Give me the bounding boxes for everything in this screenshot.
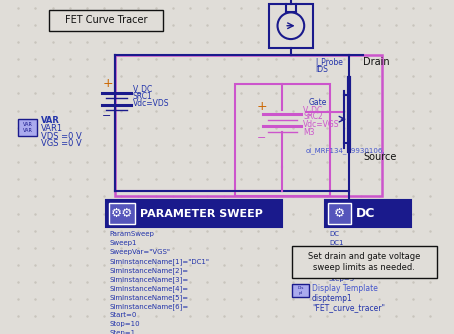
Text: Display Template: Display Template: [312, 284, 378, 293]
Text: −: −: [102, 111, 112, 121]
Bar: [235, 84, 330, 196]
Text: SimInstanceName[2]=: SimInstanceName[2]=: [110, 267, 189, 274]
Text: IDS: IDS: [316, 65, 329, 74]
Text: +: +: [102, 77, 113, 91]
Bar: [115, 55, 382, 196]
Text: SRC1: SRC1: [133, 92, 153, 101]
Text: SweepVar="VGS": SweepVar="VGS": [110, 249, 171, 255]
Bar: [269, 4, 313, 48]
Text: Start=0: Start=0: [329, 258, 356, 264]
Text: I_Probe: I_Probe: [316, 57, 344, 66]
Text: SimInstanceName[5]=: SimInstanceName[5]=: [110, 294, 189, 301]
Text: Step=3: Step=3: [329, 276, 355, 282]
Text: SimInstanceName[3]=: SimInstanceName[3]=: [110, 276, 189, 283]
Text: DC: DC: [355, 207, 375, 220]
Text: SimInstanceName[1]="DC1": SimInstanceName[1]="DC1": [110, 258, 210, 265]
Text: ⚙⚙: ⚙⚙: [111, 207, 133, 220]
Text: ParamSweep: ParamSweep: [110, 231, 155, 237]
Text: PARAMETER SWEEP: PARAMETER SWEEP: [140, 208, 263, 218]
Text: Stop=10: Stop=10: [110, 321, 140, 327]
Text: Gate: Gate: [309, 98, 327, 107]
Text: Vdc=VDS: Vdc=VDS: [133, 99, 169, 108]
Text: "FET_curve_tracer": "FET_curve_tracer": [312, 303, 385, 312]
Text: M3: M3: [303, 128, 315, 137]
Text: Stop=28: Stop=28: [329, 267, 360, 273]
Text: VAR: VAR: [41, 116, 60, 125]
Text: VAR1: VAR1: [41, 124, 63, 133]
Bar: [109, 203, 135, 224]
Bar: [292, 246, 437, 278]
Text: Dis
pl: Dis pl: [297, 287, 304, 295]
Bar: [18, 119, 37, 136]
Text: SweepVar="VDS": SweepVar="VDS": [329, 249, 390, 255]
Text: ol_MRF134_19930106,: ol_MRF134_19930106,: [306, 148, 386, 155]
Text: DC1: DC1: [329, 240, 344, 246]
Text: Vdc=VGS: Vdc=VGS: [303, 120, 340, 129]
Text: SimInstanceName[6]=: SimInstanceName[6]=: [110, 303, 189, 310]
Text: Sweep1: Sweep1: [110, 240, 137, 246]
Text: Set drain and gate voltage
sweep limits as needed.: Set drain and gate voltage sweep limits …: [308, 253, 420, 272]
Text: V_DC: V_DC: [133, 84, 153, 93]
Text: VDS =0 V: VDS =0 V: [41, 132, 82, 141]
Text: SimInstanceName[4]=: SimInstanceName[4]=: [110, 285, 189, 292]
Text: Step=1: Step=1: [110, 330, 136, 334]
Text: VAR
VAR: VAR VAR: [23, 122, 33, 133]
Text: Source: Source: [363, 152, 397, 162]
Text: SRC2: SRC2: [303, 113, 323, 122]
Text: VGS =0 V: VGS =0 V: [41, 139, 82, 148]
Bar: [106, 200, 282, 227]
Text: +: +: [257, 100, 267, 113]
Bar: [292, 284, 309, 297]
Text: FET Curve Tracer: FET Curve Tracer: [64, 15, 147, 25]
Bar: [49, 10, 163, 30]
Text: Drain: Drain: [363, 57, 390, 67]
Text: Start=0: Start=0: [110, 312, 137, 318]
Bar: [328, 203, 351, 224]
Text: disptemp1: disptemp1: [312, 294, 353, 303]
Text: −: −: [257, 133, 266, 143]
Text: DC: DC: [329, 231, 339, 237]
Text: V_DC: V_DC: [303, 105, 324, 114]
Bar: [325, 200, 411, 227]
Text: ⚙: ⚙: [334, 207, 345, 220]
